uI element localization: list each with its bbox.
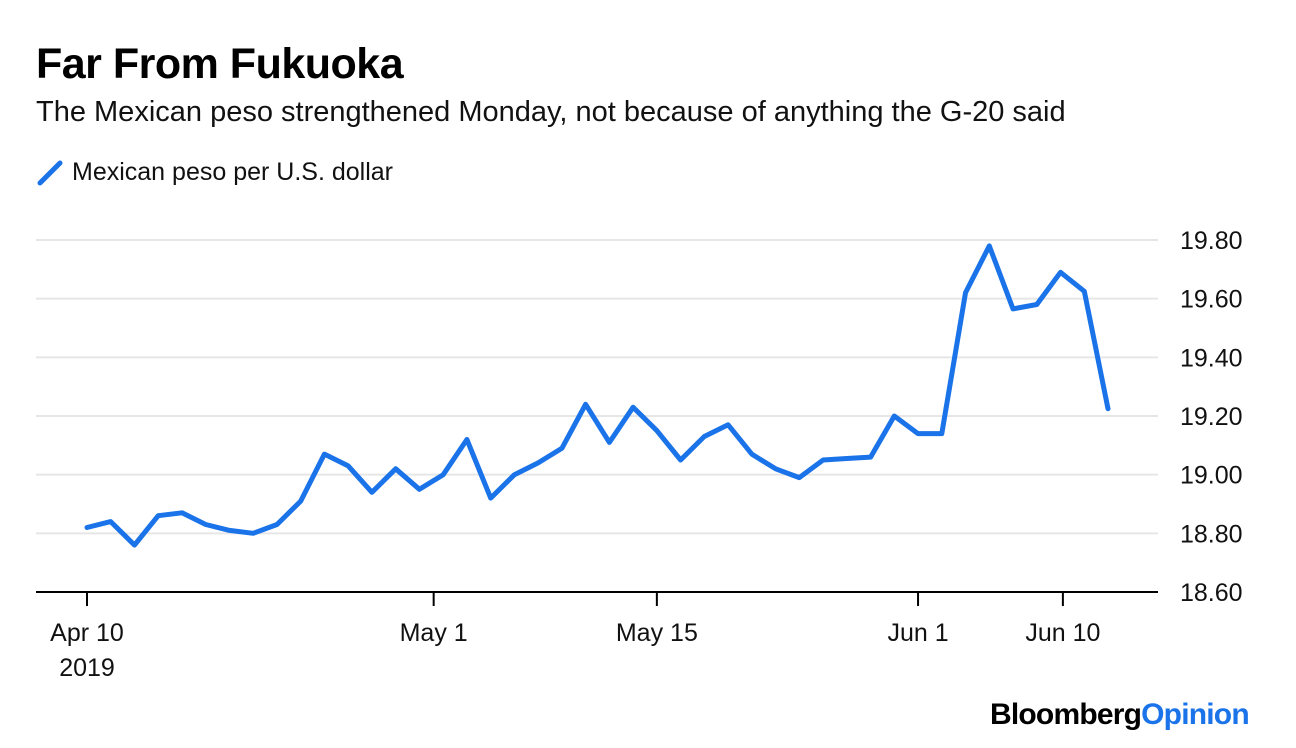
x-axis-labels: Apr 10 2019 May 1 May 15 Jun 1 Jun 10 <box>50 619 1100 682</box>
chart-subtitle: The Mexican peso strengthened Monday, no… <box>36 96 1066 128</box>
grid-lines <box>36 239 1158 535</box>
x-tick-label: Jun 1 <box>887 619 948 647</box>
y-tick-label: 18.80 <box>1180 520 1243 548</box>
y-tick-label: 19.40 <box>1180 344 1243 372</box>
y-tick-label: 19.20 <box>1180 403 1243 431</box>
x-tick-sublabel: 2019 <box>59 654 115 682</box>
x-tick-label: Apr 10 <box>50 619 124 647</box>
series-lines <box>84 243 1111 548</box>
y-tick-label: 19.80 <box>1180 227 1243 255</box>
x-tick-label: May 1 <box>400 619 468 647</box>
chart-title: Far From Fukuoka <box>36 40 404 88</box>
x-tick-label: May 15 <box>616 619 698 647</box>
x-tick-label: Jun 10 <box>1025 619 1100 647</box>
y-tick-label: 19.60 <box>1180 286 1243 314</box>
brand-suffix: Opinion <box>1141 698 1250 731</box>
y-tick-label: 18.60 <box>1180 579 1243 607</box>
legend: Mexican peso per U.S. dollar <box>36 158 393 187</box>
x-axis <box>36 591 1158 606</box>
legend-label: Mexican peso per U.S. dollar <box>72 158 393 186</box>
y-tick-label: 19.00 <box>1180 462 1243 490</box>
y-axis-labels: 19.80 19.60 19.40 19.20 19.00 18.80 18.60 <box>1180 227 1243 607</box>
brand-name: Bloomberg <box>990 698 1142 731</box>
legend-line-icon <box>37 160 63 185</box>
series-line-mexican-peso <box>84 243 1111 548</box>
bloomberg-opinion-logo: BloombergOpinion <box>990 698 1250 732</box>
